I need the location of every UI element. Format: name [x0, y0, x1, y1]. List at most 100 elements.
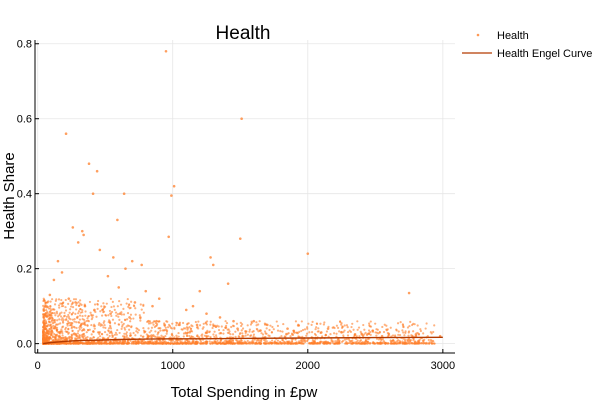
scatter-point — [380, 338, 383, 342]
scatter-point — [87, 315, 90, 318]
scatter-point — [71, 322, 74, 325]
scatter-point — [418, 338, 421, 342]
scatter-point — [129, 317, 132, 320]
scatter-point — [109, 297, 113, 300]
scatter-point — [116, 305, 119, 308]
scatter-point — [292, 329, 295, 332]
scatter-point — [132, 317, 135, 320]
scatter-point — [195, 326, 199, 329]
scatter-point — [352, 328, 355, 331]
scatter-point — [187, 322, 190, 325]
scatter-point — [111, 300, 114, 303]
scatter-point — [150, 329, 153, 332]
scatter-point — [238, 340, 241, 343]
scatter-point — [56, 259, 60, 263]
scatter-point — [94, 310, 97, 314]
scatter-point — [226, 331, 230, 334]
scatter-point — [429, 338, 433, 342]
scatter-point — [58, 313, 61, 317]
scatter-point — [320, 340, 323, 343]
scatter-point — [404, 342, 407, 345]
scatter-point — [78, 328, 81, 331]
scatter-point — [52, 327, 56, 330]
scatter-point — [175, 342, 178, 345]
scatter-point — [338, 330, 341, 333]
scatter-point — [51, 298, 54, 301]
scatter-point — [64, 338, 67, 341]
scatter-point — [60, 302, 63, 305]
scatter-point — [398, 339, 401, 343]
scatter-point — [252, 319, 256, 323]
scatter-point — [84, 323, 87, 327]
scatter-point — [410, 342, 413, 345]
scatter-point — [135, 340, 138, 343]
scatter-point — [101, 308, 105, 311]
scatter-point — [134, 342, 138, 345]
scatter-point — [241, 327, 245, 330]
scatter-point — [300, 329, 303, 333]
scatter-point — [154, 321, 158, 325]
scatter-point — [104, 313, 107, 317]
scatter-point — [163, 324, 166, 327]
scatter-point — [137, 342, 140, 345]
scatter-point — [42, 328, 45, 331]
scatter-point — [55, 323, 58, 326]
scatter-point — [49, 323, 53, 327]
scatter-point — [45, 333, 48, 336]
scatter-point — [249, 341, 252, 344]
scatter-point — [369, 333, 372, 336]
scatter-point — [212, 324, 215, 327]
scatter-point — [75, 334, 78, 337]
scatter-point — [376, 342, 379, 345]
scatter-point — [404, 330, 407, 333]
scatter-point — [78, 326, 81, 329]
scatter-point — [122, 313, 126, 316]
scatter-point — [152, 323, 155, 326]
scatter-point — [298, 340, 301, 343]
scatter-point — [48, 293, 52, 297]
scatter-point — [102, 302, 105, 305]
scatter-point — [416, 324, 419, 327]
scatter-point — [188, 334, 191, 338]
scatter-point — [167, 235, 170, 239]
scatter-point — [92, 329, 95, 333]
scatter-point — [373, 342, 377, 345]
scatter-point — [182, 321, 185, 325]
scatter-point — [77, 329, 80, 333]
scatter-point — [263, 330, 267, 333]
scatter-point — [52, 308, 55, 311]
scatter-point — [164, 341, 168, 345]
scatter-point — [411, 323, 414, 327]
scatter-point — [76, 332, 79, 335]
scatter-point — [120, 311, 123, 314]
scatter-point — [46, 336, 49, 340]
scatter-point — [93, 342, 96, 345]
scatter-point — [90, 341, 93, 344]
scatter-point — [332, 332, 336, 335]
scatter-point — [224, 326, 227, 329]
scatter-point — [234, 330, 237, 333]
scatter-point — [83, 321, 86, 324]
scatter-point — [270, 339, 274, 342]
scatter-point — [67, 313, 70, 317]
scatter-point — [141, 339, 144, 342]
scatter-point — [71, 318, 74, 321]
scatter-point — [283, 342, 286, 345]
scatter-point — [207, 331, 211, 334]
scatter-point — [42, 297, 45, 300]
chart-title: Health — [216, 23, 271, 44]
scatter-point — [305, 326, 309, 329]
scatter-point — [51, 322, 54, 325]
scatter-point — [65, 315, 68, 318]
scatter-point — [189, 329, 193, 333]
scatter-point — [42, 313, 45, 316]
scatter-point — [413, 341, 416, 345]
scatter-point — [173, 326, 176, 329]
scatter-point — [242, 342, 245, 345]
scatter-point — [234, 335, 237, 338]
x-tick-label: 2000 — [296, 360, 320, 372]
scatter-point — [115, 333, 118, 336]
scatter-point — [142, 311, 145, 314]
scatter-point — [385, 328, 388, 331]
scatter-point — [124, 267, 127, 270]
